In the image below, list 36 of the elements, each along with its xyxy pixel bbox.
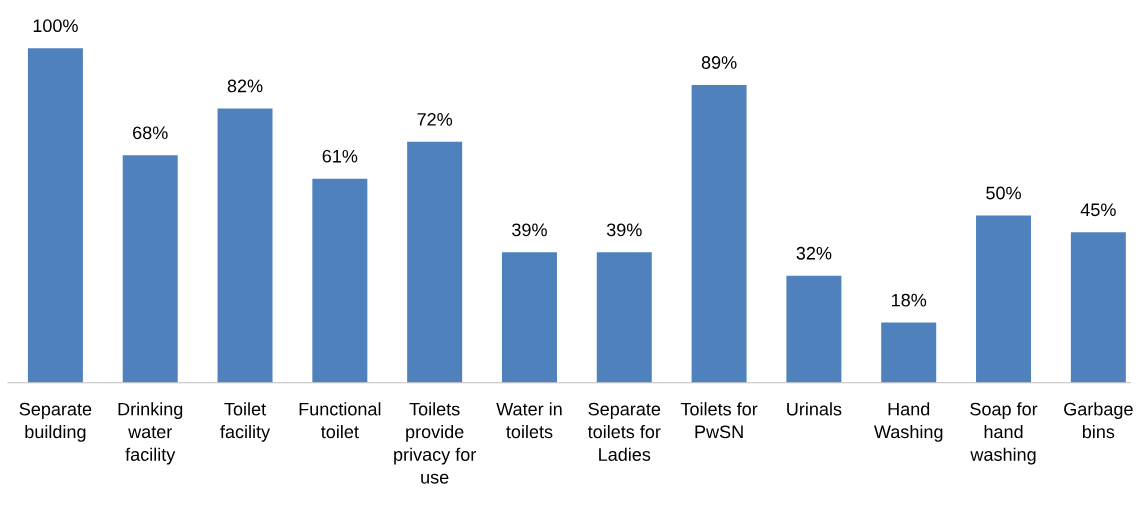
bar (691, 84, 747, 383)
x-tick-label: Separate toilets for Ladies (587, 402, 661, 461)
data-label: 32% (796, 246, 832, 260)
bar (27, 48, 83, 383)
data-label: 68% (133, 126, 168, 140)
x-tick-label: Toilet facility (220, 402, 271, 442)
x-tick-label: Toilets for PwSN (680, 402, 758, 439)
x-tick-label: Drinking water facility (118, 402, 183, 465)
data-label: 50% (986, 186, 1021, 200)
bar (122, 155, 178, 383)
bar (312, 178, 368, 383)
data-label: 100% (33, 19, 78, 33)
bar (881, 322, 937, 383)
data-label: 82% (227, 79, 263, 93)
x-tick-label: Urinals (787, 402, 842, 416)
bar (596, 252, 652, 383)
x-tick-label: Water in toilets (496, 402, 562, 439)
x-tick-label: Toilets provide privacy for use (394, 402, 476, 484)
data-label: 45% (1080, 203, 1116, 217)
data-label: 72% (417, 113, 453, 126)
data-label: 61% (322, 149, 358, 163)
bar (501, 252, 557, 383)
bar (976, 215, 1032, 383)
bar (217, 108, 273, 383)
x-tick-label: Functional toilet (299, 402, 381, 439)
data-label: 39% (606, 223, 642, 237)
x-tick-label: Garbage bins (1064, 402, 1133, 439)
bar (1070, 232, 1126, 383)
x-tick-label: Hand Washing (874, 402, 943, 442)
x-tick-label: Soap for hand washing (970, 402, 1038, 465)
data-label: 39% (512, 223, 547, 237)
x-tick-label: Separate building (19, 402, 92, 442)
data-label: 89% (701, 56, 737, 69)
data-label: 18% (892, 293, 927, 307)
bar (407, 141, 463, 383)
bar (786, 275, 842, 383)
